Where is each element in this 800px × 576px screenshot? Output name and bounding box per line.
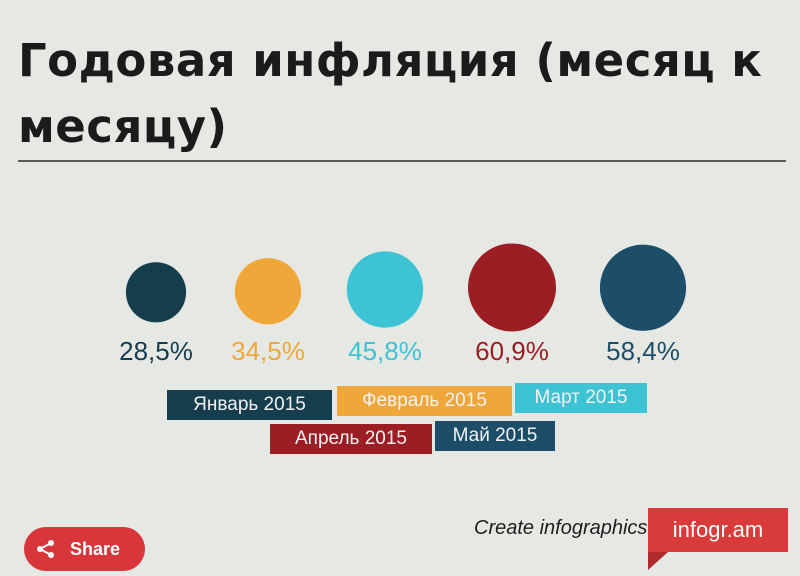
share-icon	[37, 540, 54, 558]
value-label-3: 45,8%	[348, 336, 422, 366]
chart-title: Годовая инфляция (месяц к месяцу)	[18, 34, 763, 153]
bubble-5	[599, 244, 687, 331]
value-label-1: 28,5%	[119, 336, 193, 366]
share-button[interactable]: Share	[24, 527, 145, 571]
title-divider	[18, 160, 786, 162]
bubble-1	[125, 262, 187, 323]
value-label-4: 60,9%	[475, 336, 549, 366]
legend-item-mar: Март 2015	[515, 383, 647, 413]
legend-item-may: Май 2015	[435, 421, 555, 451]
value-label-5: 58,4%	[606, 336, 680, 366]
bubble-2	[234, 258, 302, 325]
legend-item-jan: Январь 2015	[167, 390, 332, 420]
brand-logo-tail	[648, 552, 668, 570]
create-infographics-link[interactable]: Create infographics	[474, 517, 648, 539]
legend-item-apr: Апрель 2015	[270, 424, 432, 454]
bubble-chart: 28,5% 34,5% 45,8% 60,9% 58,4%	[119, 243, 687, 366]
legend-item-feb: Февраль 2015	[337, 386, 512, 416]
value-label-2: 34,5%	[231, 336, 305, 366]
share-label: Share	[70, 539, 121, 559]
bubble-4	[468, 243, 556, 332]
brand-logo[interactable]: infogr.am	[648, 508, 788, 552]
bubble-3	[346, 251, 424, 328]
